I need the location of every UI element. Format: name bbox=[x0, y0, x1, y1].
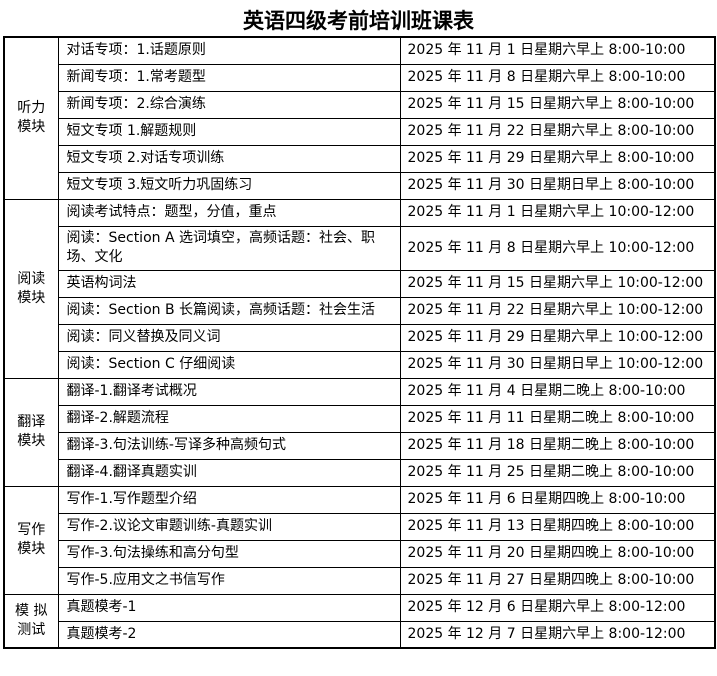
datetime-cell: 2025 年 11 月 22 日星期六早上 10:00-12:00 bbox=[399, 296, 716, 325]
table-row: 翻译-2.解题流程 2025 年 11 月 11 日星期二晚上 8:00-10:… bbox=[4, 404, 716, 433]
table-row: 模 拟 测试 真题模考-1 2025 年 12 月 6 日星期六早上 8:00-… bbox=[3, 593, 716, 649]
topic-cell: 翻译-3.句法训练-写译多种高频句式 bbox=[57, 431, 401, 460]
topic-cell: 对话专项：1.话题原则 bbox=[57, 36, 401, 65]
topic-cell: 阅读：Section A 选词填空，高频话题：社会、职场、文化 bbox=[57, 225, 401, 271]
datetime-cell: 2025 年 11 月 8 日星期六早上 10:00-12:00 bbox=[399, 225, 716, 271]
topic-cell: 写作-1.写作题型介绍 bbox=[57, 485, 401, 514]
topic-cell: 新闻专项：1.常考题型 bbox=[57, 63, 401, 92]
datetime-cell: 2025 年 11 月 30 日星期日早上 10:00-12:00 bbox=[399, 350, 716, 379]
table-row: 写作-3.句法操练和高分句型 2025 年 11 月 20 日星期四晚上 8:0… bbox=[4, 539, 716, 568]
table-row: 英语构词法 2025 年 11 月 15 日星期六早上 10:00-12:00 bbox=[4, 269, 716, 298]
datetime-cell: 2025 年 11 月 18 日星期二晚上 8:00-10:00 bbox=[399, 431, 716, 460]
topic-cell: 翻译-1.翻译考试概况 bbox=[57, 377, 401, 406]
datetime-cell: 2025 年 12 月 6 日星期六早上 8:00-12:00 bbox=[399, 593, 716, 622]
topic-cell: 写作-3.句法操练和高分句型 bbox=[57, 539, 401, 568]
datetime-cell: 2025 年 11 月 6 日星期四晚上 8:00-10:00 bbox=[399, 485, 716, 514]
topic-cell: 写作-5.应用文之书信写作 bbox=[57, 566, 401, 595]
topic-cell: 翻译-2.解题流程 bbox=[57, 404, 401, 433]
table-row: 短文专项 2.对话专项训练 2025 年 11 月 29 日星期六早上 8:00… bbox=[4, 144, 716, 173]
topic-cell: 新闻专项：2.综合演练 bbox=[57, 90, 401, 119]
table-row: 新闻专项：2.综合演练 2025 年 11 月 15 日星期六早上 8:00-1… bbox=[4, 90, 716, 119]
topic-cell: 阅读：Section B 长篇阅读，高频话题：社会生活 bbox=[57, 296, 401, 325]
topic-cell: 阅读：Section C 仔细阅读 bbox=[57, 350, 401, 379]
table-row: 写作-2.议论文审题训练-真题实训 2025 年 11 月 13 日星期四晚上 … bbox=[4, 512, 716, 541]
datetime-cell: 2025 年 11 月 15 日星期六早上 10:00-12:00 bbox=[399, 269, 716, 298]
table-row: 阅读 模块 阅读考试特点：题型，分值，重点 2025 年 11 月 1 日星期六… bbox=[3, 198, 716, 379]
datetime-cell: 2025 年 11 月 25 日星期二晚上 8:00-10:00 bbox=[399, 458, 716, 487]
topic-cell: 短文专项 1.解题规则 bbox=[57, 117, 401, 146]
table-row: 阅读：同义替换及同义词 2025 年 11 月 29 日星期六早上 10:00-… bbox=[4, 323, 716, 352]
table-row: 新闻专项：1.常考题型 2025 年 11 月 8 日星期六早上 8:00-10… bbox=[4, 63, 716, 92]
module-label-writing: 写作 模块 bbox=[3, 485, 59, 595]
table-row: 翻译-3.句法训练-写译多种高频句式 2025 年 11 月 18 日星期二晚上… bbox=[4, 431, 716, 460]
table-row: 阅读：Section A 选词填空，高频话题：社会、职场、文化 2025 年 1… bbox=[4, 225, 716, 271]
topic-cell: 短文专项 3.短文听力巩固练习 bbox=[57, 171, 401, 200]
datetime-cell: 2025 年 11 月 29 日星期六早上 8:00-10:00 bbox=[399, 144, 716, 173]
datetime-cell: 2025 年 11 月 1 日星期六早上 8:00-10:00 bbox=[399, 36, 716, 65]
table-row: 写作 模块 写作-1.写作题型介绍 2025 年 11 月 6 日星期四晚上 8… bbox=[3, 485, 716, 595]
topic-cell: 英语构词法 bbox=[57, 269, 401, 298]
table-row: 翻译-4.翻译真题实训 2025 年 11 月 25 日星期二晚上 8:00-1… bbox=[4, 458, 716, 487]
topic-cell: 写作-2.议论文审题训练-真题实训 bbox=[57, 512, 401, 541]
datetime-cell: 2025 年 11 月 30 日星期日早上 8:00-10:00 bbox=[399, 171, 716, 200]
datetime-cell: 2025 年 12 月 7 日星期六早上 8:00-12:00 bbox=[399, 620, 716, 649]
datetime-cell: 2025 年 11 月 8 日星期六早上 8:00-10:00 bbox=[399, 63, 716, 92]
datetime-cell: 2025 年 11 月 22 日星期六早上 8:00-10:00 bbox=[399, 117, 716, 146]
datetime-cell: 2025 年 11 月 13 日星期四晚上 8:00-10:00 bbox=[399, 512, 716, 541]
datetime-cell: 2025 年 11 月 11 日星期二晚上 8:00-10:00 bbox=[399, 404, 716, 433]
topic-cell: 真题模考-1 bbox=[57, 593, 401, 622]
table-row: 短文专项 3.短文听力巩固练习 2025 年 11 月 30 日星期日早上 8:… bbox=[4, 171, 716, 200]
table-row: 写作-5.应用文之书信写作 2025 年 11 月 27 日星期四晚上 8:00… bbox=[4, 566, 716, 595]
datetime-cell: 2025 年 11 月 1 日星期六早上 10:00-12:00 bbox=[399, 198, 716, 227]
module-label-translation: 翻译 模块 bbox=[3, 377, 59, 487]
table-row: 真题模考-2 2025 年 12 月 7 日星期六早上 8:00-12:00 bbox=[4, 620, 716, 649]
table-row: 阅读：Section B 长篇阅读，高频话题：社会生活 2025 年 11 月 … bbox=[4, 296, 716, 325]
module-label-mock-test: 模 拟 测试 bbox=[3, 593, 59, 649]
datetime-cell: 2025 年 11 月 20 日星期四晚上 8:00-10:00 bbox=[399, 539, 716, 568]
schedule-table: 听力 模块 对话专项：1.话题原则 2025 年 11 月 1 日星期六早上 8… bbox=[3, 36, 716, 649]
module-label-reading: 阅读 模块 bbox=[3, 198, 59, 379]
module-label-listening: 听力 模块 bbox=[3, 36, 59, 200]
page-title: 英语四级考前培训班课表 bbox=[243, 9, 474, 33]
datetime-cell: 2025 年 11 月 15 日星期六早上 8:00-10:00 bbox=[399, 90, 716, 119]
topic-cell: 短文专项 2.对话专项训练 bbox=[57, 144, 401, 173]
table-row: 阅读：Section C 仔细阅读 2025 年 11 月 30 日星期日早上 … bbox=[4, 350, 716, 379]
datetime-cell: 2025 年 11 月 27 日星期四晚上 8:00-10:00 bbox=[399, 566, 716, 595]
table-row: 听力 模块 对话专项：1.话题原则 2025 年 11 月 1 日星期六早上 8… bbox=[3, 36, 716, 200]
topic-cell: 翻译-4.翻译真题实训 bbox=[57, 458, 401, 487]
table-row: 翻译 模块 翻译-1.翻译考试概况 2025 年 11 月 4 日星期二晚上 8… bbox=[3, 377, 716, 487]
datetime-cell: 2025 年 11 月 29 日星期六早上 10:00-12:00 bbox=[399, 323, 716, 352]
topic-cell: 阅读考试特点：题型，分值，重点 bbox=[57, 198, 401, 227]
topic-cell: 阅读：同义替换及同义词 bbox=[57, 323, 401, 352]
datetime-cell: 2025 年 11 月 4 日星期二晚上 8:00-10:00 bbox=[399, 377, 716, 406]
table-row: 短文专项 1.解题规则 2025 年 11 月 22 日星期六早上 8:00-1… bbox=[4, 117, 716, 146]
topic-cell: 真题模考-2 bbox=[57, 620, 401, 649]
